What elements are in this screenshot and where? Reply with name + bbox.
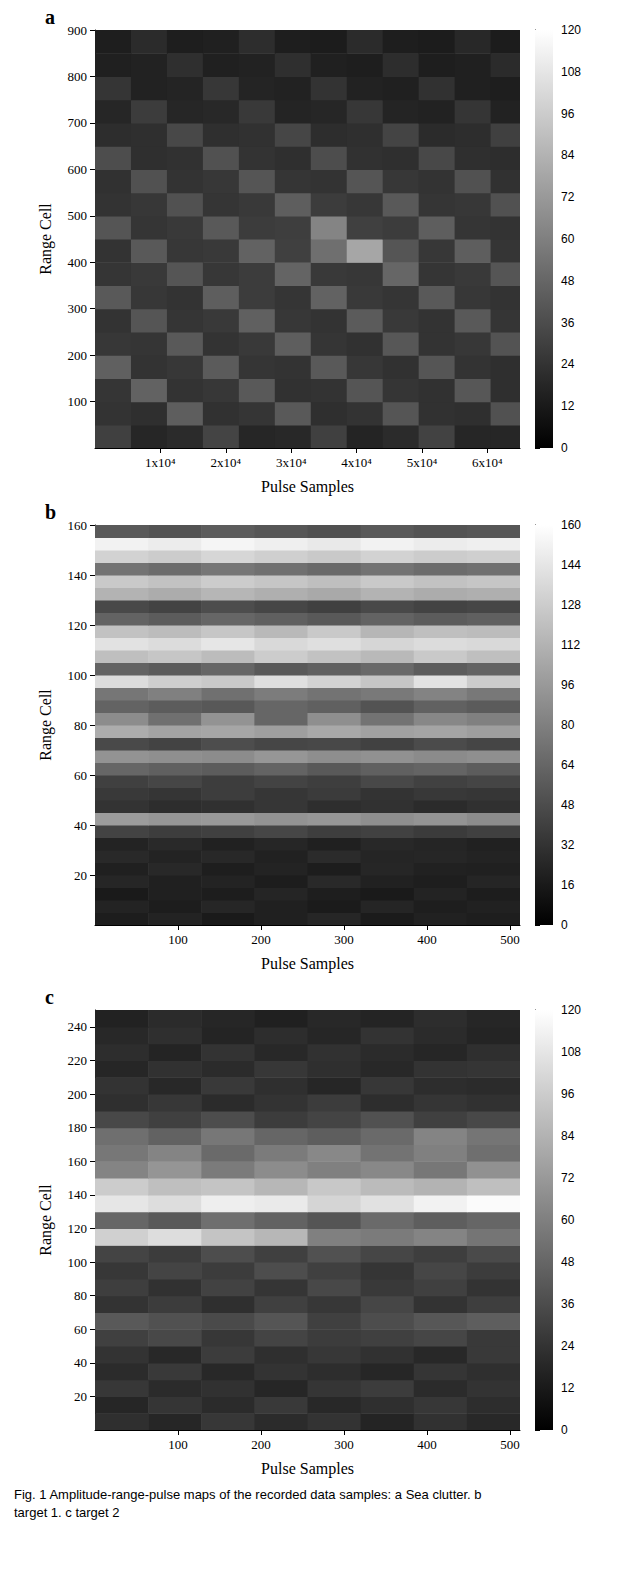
- svg-text:60: 60: [561, 232, 575, 246]
- svg-text:64: 64: [561, 758, 575, 772]
- svg-text:100: 100: [168, 1437, 188, 1452]
- svg-text:400: 400: [417, 932, 437, 947]
- svg-text:108: 108: [561, 1045, 581, 1059]
- svg-text:16: 16: [561, 878, 575, 892]
- svg-text:108: 108: [561, 65, 581, 79]
- svg-text:24: 24: [561, 1339, 575, 1353]
- svg-text:40: 40: [74, 818, 87, 833]
- svg-text:80: 80: [74, 1288, 87, 1303]
- svg-text:48: 48: [561, 1255, 575, 1269]
- svg-text:0: 0: [561, 1423, 568, 1437]
- svg-text:200: 200: [68, 348, 88, 363]
- svg-text:Range Cell: Range Cell: [37, 203, 55, 275]
- svg-text:60: 60: [74, 768, 87, 783]
- svg-text:120: 120: [68, 618, 88, 633]
- svg-text:220: 220: [68, 1053, 88, 1068]
- svg-text:160: 160: [561, 518, 581, 532]
- svg-text:300: 300: [68, 301, 88, 316]
- svg-text:20: 20: [74, 868, 87, 883]
- svg-text:a: a: [45, 6, 55, 28]
- svg-text:500: 500: [500, 1437, 519, 1452]
- svg-text:160: 160: [68, 1154, 88, 1169]
- svg-text:120: 120: [561, 23, 581, 37]
- svg-text:900: 900: [68, 23, 88, 38]
- svg-text:96: 96: [561, 678, 575, 692]
- svg-text:240: 240: [68, 1019, 88, 1034]
- svg-text:200: 200: [251, 932, 271, 947]
- svg-text:Pulse Samples: Pulse Samples: [261, 1460, 354, 1478]
- svg-text:2x10⁴: 2x10⁴: [210, 455, 241, 470]
- svg-text:20: 20: [74, 1389, 87, 1404]
- svg-text:48: 48: [561, 274, 575, 288]
- svg-text:36: 36: [561, 316, 575, 330]
- svg-text:128: 128: [561, 598, 581, 612]
- svg-text:84: 84: [561, 148, 575, 162]
- svg-text:200: 200: [68, 1087, 88, 1102]
- svg-text:180: 180: [68, 1120, 88, 1135]
- svg-text:400: 400: [417, 1437, 437, 1452]
- svg-text:144: 144: [561, 558, 581, 572]
- svg-text:120: 120: [68, 1221, 88, 1236]
- svg-text:32: 32: [561, 838, 575, 852]
- svg-text:1x10⁴: 1x10⁴: [145, 455, 176, 470]
- svg-text:800: 800: [68, 69, 88, 84]
- svg-text:Pulse Samples: Pulse Samples: [261, 478, 354, 496]
- svg-text:4x10⁴: 4x10⁴: [341, 455, 372, 470]
- svg-text:200: 200: [251, 1437, 271, 1452]
- svg-text:6x10⁴: 6x10⁴: [472, 455, 503, 470]
- svg-text:Range Cell: Range Cell: [37, 689, 55, 761]
- svg-text:400: 400: [68, 255, 88, 270]
- svg-text:96: 96: [561, 107, 575, 121]
- svg-text:60: 60: [561, 1213, 575, 1227]
- svg-text:40: 40: [74, 1355, 87, 1370]
- svg-text:600: 600: [68, 162, 88, 177]
- svg-text:140: 140: [68, 1187, 88, 1202]
- svg-text:80: 80: [561, 718, 575, 732]
- svg-text:700: 700: [68, 115, 88, 130]
- svg-text:300: 300: [334, 932, 354, 947]
- svg-text:12: 12: [561, 1381, 575, 1395]
- svg-text:300: 300: [334, 1437, 354, 1452]
- svg-text:c: c: [45, 986, 54, 1008]
- svg-text:Pulse Samples: Pulse Samples: [261, 955, 354, 973]
- svg-text:72: 72: [561, 190, 575, 204]
- svg-text:48: 48: [561, 798, 575, 812]
- svg-text:24: 24: [561, 357, 575, 371]
- svg-text:140: 140: [68, 568, 88, 583]
- svg-text:5x10⁴: 5x10⁴: [407, 455, 438, 470]
- svg-text:72: 72: [561, 1171, 575, 1185]
- svg-text:0: 0: [561, 441, 568, 455]
- svg-text:b: b: [45, 501, 56, 523]
- svg-text:12: 12: [561, 399, 575, 413]
- svg-text:3x10⁴: 3x10⁴: [276, 455, 307, 470]
- html-text:Fig. 1 Amplitude-range-pulse m: Fig. 1 Amplitude-range-pulse maps of the…: [14, 1487, 482, 1520]
- svg-text:36: 36: [561, 1297, 575, 1311]
- svg-text:96: 96: [561, 1087, 575, 1101]
- svg-text:0: 0: [561, 918, 568, 932]
- svg-text:60: 60: [74, 1322, 87, 1337]
- svg-text:500: 500: [500, 932, 519, 947]
- svg-text:160: 160: [68, 518, 88, 533]
- svg-text:120: 120: [561, 1003, 581, 1017]
- svg-text:84: 84: [561, 1129, 575, 1143]
- svg-text:100: 100: [68, 1255, 88, 1270]
- svg-text:100: 100: [68, 668, 88, 683]
- svg-text:80: 80: [74, 718, 87, 733]
- svg-text:Range Cell: Range Cell: [37, 1184, 55, 1256]
- svg-text:112: 112: [561, 638, 580, 652]
- svg-text:500: 500: [68, 208, 88, 223]
- svg-text:100: 100: [168, 932, 188, 947]
- svg-text:100: 100: [68, 394, 88, 409]
